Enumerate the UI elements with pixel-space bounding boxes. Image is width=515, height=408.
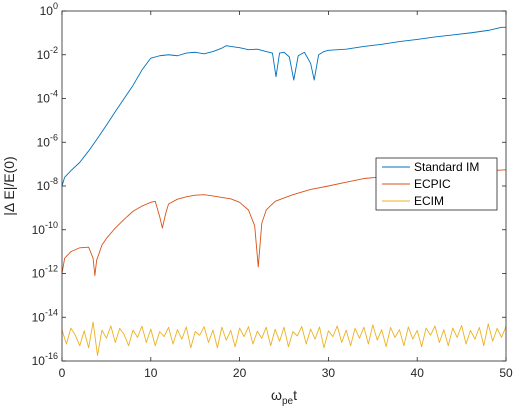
x-tick-label: 20 xyxy=(233,366,247,380)
x-axis-label-omega: ω xyxy=(271,387,282,403)
x-tick-label: 50 xyxy=(499,366,513,380)
y-tick-label: 10-16 xyxy=(32,351,58,368)
x-axis-label: ωpet xyxy=(271,387,297,407)
series-line-ecpic xyxy=(61,169,507,277)
legend: Standard IM ECPIC ECIM xyxy=(375,157,498,211)
y-tick-label: 100 xyxy=(40,1,58,18)
y-tick-label-base: 10 xyxy=(37,48,51,62)
x-axis-label-t: t xyxy=(293,387,297,403)
y-tick-label-exponent: -16 xyxy=(45,351,58,361)
series-layer xyxy=(61,26,507,356)
x-axis-label-subscript: pe xyxy=(282,396,294,407)
tick-layer: 0 10 20 30 40 5010010-210-410-610-810-1010-12… xyxy=(32,1,513,380)
legend-label-standard-im: Standard IM xyxy=(414,160,479,174)
y-tick-label-base: 10 xyxy=(40,4,54,18)
y-tick-label-base: 10 xyxy=(32,354,46,368)
y-axis-label: |Δ E|/E(0) xyxy=(1,156,17,215)
x-tick-label: 30 xyxy=(322,366,336,380)
x-tick-label: 0 xyxy=(59,366,66,380)
y-tick-label-exponent: -4 xyxy=(50,89,58,99)
y-tick-label-exponent: -2 xyxy=(50,45,58,55)
y-tick-label: 10-6 xyxy=(37,132,58,149)
y-tick-label: 10-2 xyxy=(37,45,58,62)
y-tick-label-exponent: -14 xyxy=(45,307,58,317)
y-tick-label: 10-4 xyxy=(37,89,58,106)
y-tick-label-exponent: -6 xyxy=(50,132,58,142)
y-tick-label-exponent: -10 xyxy=(45,220,58,230)
y-tick-label-base: 10 xyxy=(37,179,51,193)
series-line-standard-im xyxy=(61,26,506,187)
y-tick-label-exponent: 0 xyxy=(53,1,58,11)
y-tick-label: 10-12 xyxy=(32,264,58,281)
y-tick-label-base: 10 xyxy=(37,92,51,106)
y-tick-label: 10-8 xyxy=(37,176,58,193)
series-line-ecim xyxy=(61,321,507,356)
y-tick-label-base: 10 xyxy=(32,310,46,324)
y-tick-label-exponent: -12 xyxy=(45,264,58,274)
y-tick-label-exponent: -8 xyxy=(50,176,58,186)
y-tick-label-base: 10 xyxy=(32,267,46,281)
y-tick-label: 10-10 xyxy=(32,220,58,237)
y-tick-label-base: 10 xyxy=(32,223,46,237)
legend-label-ecpic: ECPIC xyxy=(414,177,451,191)
legend-label-ecim: ECIM xyxy=(414,194,444,208)
x-tick-label: 40 xyxy=(411,366,425,380)
y-tick-label: 10-14 xyxy=(32,307,58,324)
y-tick-label-base: 10 xyxy=(37,135,51,149)
x-tick-label: 10 xyxy=(144,366,158,380)
